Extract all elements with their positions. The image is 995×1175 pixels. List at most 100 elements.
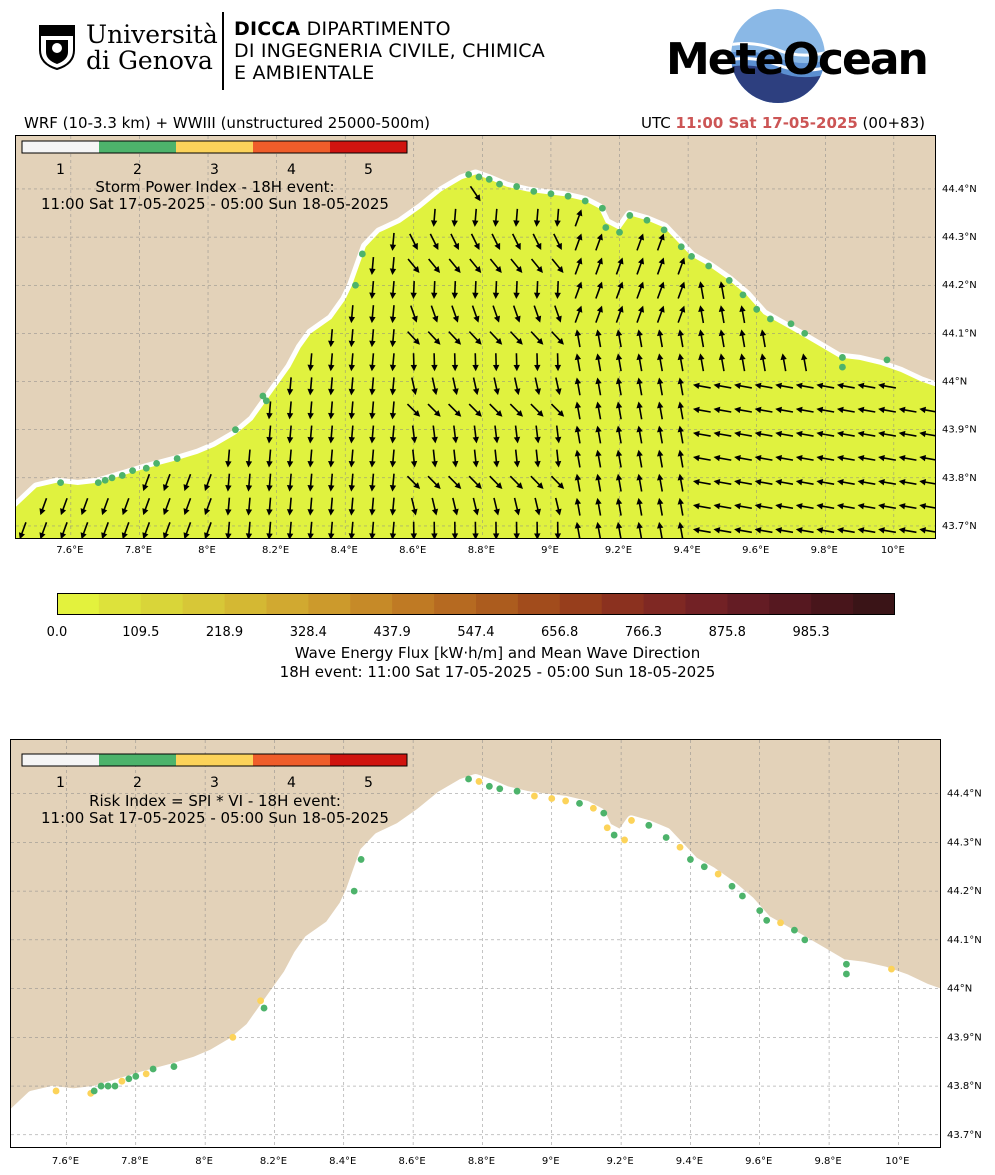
risk-coastal-point[interactable]: [843, 960, 850, 968]
risk-coastal-point[interactable]: [485, 782, 493, 790]
risk-coastal-point[interactable]: [513, 787, 521, 795]
spi-coastal-point[interactable]: [598, 204, 606, 212]
spi-map[interactable]: [16, 136, 935, 538]
risk-coastal-point[interactable]: [531, 792, 538, 800]
risk-coastal-point[interactable]: [350, 887, 358, 895]
spi-coastal-point[interactable]: [259, 392, 267, 400]
spi-coastal-point[interactable]: [101, 476, 109, 484]
spi-coastal-point[interactable]: [839, 363, 846, 371]
risk-coastal-point[interactable]: [548, 795, 556, 802]
spi-coastal-point[interactable]: [839, 354, 846, 361]
spi-coastal-point[interactable]: [475, 173, 483, 181]
risk-coastal-point[interactable]: [777, 919, 784, 927]
risk-coastal-point[interactable]: [257, 997, 264, 1005]
risk-coastal-point[interactable]: [149, 1065, 157, 1073]
spi-coastal-point[interactable]: [513, 183, 521, 190]
spi-coastal-point[interactable]: [626, 212, 634, 219]
risk-coastal-point[interactable]: [791, 926, 798, 934]
risk-coastal-point[interactable]: [600, 809, 608, 817]
risk-coastal-point[interactable]: [645, 821, 653, 829]
risk-coastal-point[interactable]: [843, 970, 850, 978]
spi-coastal-point[interactable]: [660, 226, 668, 234]
risk-coastal-point[interactable]: [621, 836, 628, 844]
spi-coastal-point[interactable]: [485, 175, 493, 183]
spi-coastal-point[interactable]: [753, 305, 761, 313]
spi-coastal-point[interactable]: [118, 472, 126, 479]
risk-coastal-point[interactable]: [700, 863, 708, 871]
spi-coastal-point[interactable]: [616, 228, 623, 236]
spi-coastal-point[interactable]: [643, 216, 651, 224]
spi-coastal-point[interactable]: [677, 243, 685, 251]
flux-color-segment: [853, 593, 896, 615]
spi-coastal-point[interactable]: [801, 329, 809, 337]
spi-coastal-point[interactable]: [581, 197, 589, 205]
risk-coastal-point[interactable]: [132, 1072, 140, 1080]
spi-coastal-point[interactable]: [725, 277, 733, 284]
risk-coastal-point[interactable]: [662, 834, 670, 841]
risk-map-panel: [10, 739, 941, 1148]
risk-coastal-point[interactable]: [687, 856, 694, 863]
risk-coastal-point[interactable]: [170, 1063, 178, 1070]
spi-coastal-point[interactable]: [142, 464, 150, 472]
wave-direction-arrow: [759, 353, 767, 372]
risk-coastal-point[interactable]: [576, 799, 583, 807]
risk-coastal-point[interactable]: [603, 824, 611, 832]
risk-coastal-point[interactable]: [475, 778, 483, 785]
risk-coastal-point[interactable]: [104, 1082, 112, 1090]
risk-coastal-point[interactable]: [90, 1087, 98, 1095]
spi-coastal-point[interactable]: [547, 190, 555, 198]
risk-coastal-point[interactable]: [496, 785, 504, 793]
risk-coastal-point[interactable]: [676, 843, 684, 851]
risk-coastal-point[interactable]: [260, 1004, 268, 1012]
spi-coastal-point[interactable]: [108, 474, 116, 482]
risk-coastal-point[interactable]: [229, 1033, 237, 1041]
spi-coastal-point[interactable]: [767, 315, 774, 323]
wave-direction-arrow: [677, 473, 684, 492]
risk-coastal-point[interactable]: [714, 870, 722, 878]
spi-coastal-point[interactable]: [530, 187, 538, 195]
spi-coastal-point[interactable]: [173, 455, 181, 462]
risk-coastal-point[interactable]: [628, 817, 635, 824]
risk-coastal-point[interactable]: [465, 775, 472, 783]
risk-coastal-point[interactable]: [125, 1075, 133, 1083]
spi-coastal-point[interactable]: [153, 459, 160, 467]
risk-coastal-point[interactable]: [97, 1082, 105, 1090]
spi-coastal-point[interactable]: [883, 356, 891, 364]
lon-tick-label: 9.2°E: [606, 1156, 633, 1167]
spi-coastal-point[interactable]: [262, 397, 270, 405]
risk-coastal-point[interactable]: [756, 907, 764, 914]
spi-coastal-point[interactable]: [787, 320, 795, 328]
risk-coastal-point[interactable]: [728, 882, 736, 890]
spi-coastal-point[interactable]: [129, 467, 136, 474]
risk-coastal-point[interactable]: [52, 1087, 60, 1095]
risk-coastal-point[interactable]: [888, 965, 895, 973]
spi-coastal-point[interactable]: [496, 180, 503, 188]
risk-coastal-point[interactable]: [801, 936, 809, 944]
spi-coastal-point[interactable]: [688, 252, 695, 260]
spi-coastal-point[interactable]: [465, 171, 473, 178]
risk-coastal-point[interactable]: [142, 1070, 150, 1078]
risk-coastal-point[interactable]: [589, 804, 597, 812]
risk-coastal-point[interactable]: [739, 892, 746, 900]
wave-direction-arrow: [795, 382, 814, 390]
spi-coastal-point[interactable]: [739, 291, 747, 299]
spi-coastal-point[interactable]: [57, 479, 64, 487]
wave-direction-arrow: [775, 430, 794, 438]
spi-coastal-point[interactable]: [94, 479, 102, 487]
spi-coastal-point[interactable]: [352, 281, 359, 289]
wave-direction-arrow: [595, 521, 602, 538]
spi-coastal-point[interactable]: [358, 250, 366, 258]
risk-coastal-point[interactable]: [562, 797, 570, 805]
wave-direction-arrow: [734, 430, 752, 438]
wave-direction-arrow: [430, 305, 439, 323]
risk-coastal-point[interactable]: [763, 916, 771, 924]
risk-coastal-point[interactable]: [357, 856, 365, 863]
risk-coastal-point[interactable]: [610, 831, 618, 839]
risk-map[interactable]: [11, 740, 940, 1147]
risk-coastal-point[interactable]: [111, 1082, 119, 1090]
spi-coastal-point[interactable]: [602, 224, 610, 231]
spi-coastal-point[interactable]: [705, 262, 713, 270]
spi-coastal-point[interactable]: [232, 426, 239, 434]
risk-coastal-point[interactable]: [118, 1077, 126, 1085]
spi-coastal-point[interactable]: [564, 192, 572, 200]
